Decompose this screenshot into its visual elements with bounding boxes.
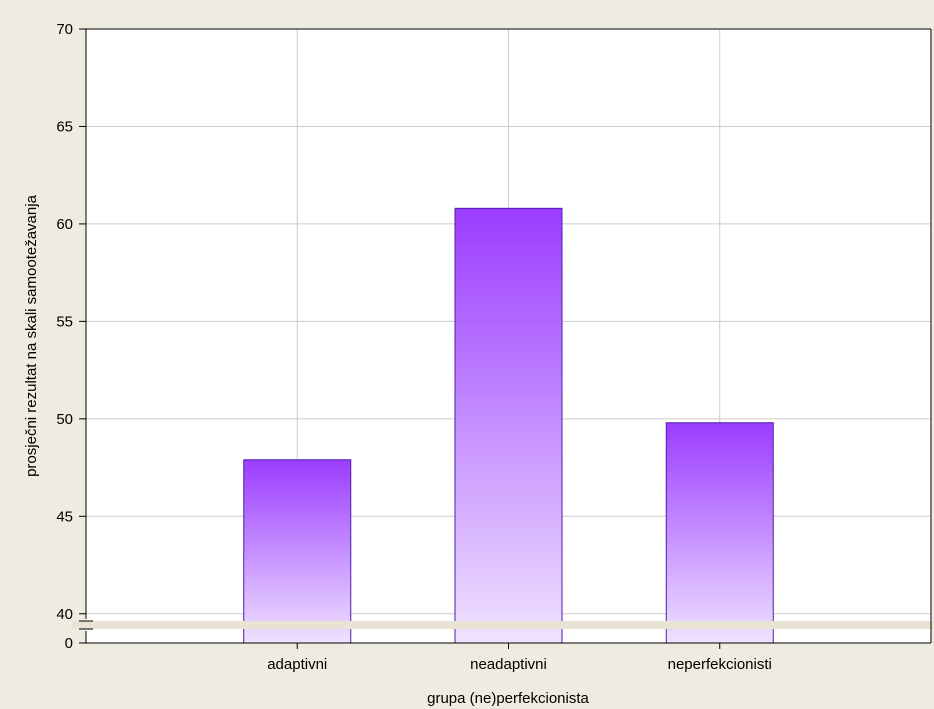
y-tick-label-55: 55 (56, 313, 73, 330)
axes (79, 28, 932, 649)
y-tick-label-45: 45 (56, 508, 73, 525)
axis-break-band (72, 621, 934, 629)
bar-neadaptivni (454, 207, 563, 644)
bar-neperfekcionisti (665, 422, 774, 644)
x-axis-title: grupa (ne)perfekcionista (427, 690, 589, 707)
y-tick-label-60: 60 (56, 216, 73, 233)
y-tick-label-50: 50 (56, 411, 73, 428)
x-tick-label-adaptivni: adaptivni (267, 656, 327, 673)
bar-adaptivni (243, 459, 352, 644)
y-axis-title: prosječni rezultat na skali samootežavan… (23, 194, 40, 476)
labels: grupa (ne)perfekcionista prosječni rezul… (23, 21, 772, 707)
x-tick-label-neadaptivni: neadaptivni (470, 656, 547, 673)
y-tick-label-70: 70 (56, 21, 73, 38)
y-tick-label-65: 65 (56, 118, 73, 135)
bars (243, 207, 774, 644)
x-tick-label-neperfekcionisti: neperfekcionisti (668, 656, 772, 673)
y-tick-label-40: 40 (56, 606, 73, 623)
y-tick-label-0: 0 (65, 635, 73, 652)
